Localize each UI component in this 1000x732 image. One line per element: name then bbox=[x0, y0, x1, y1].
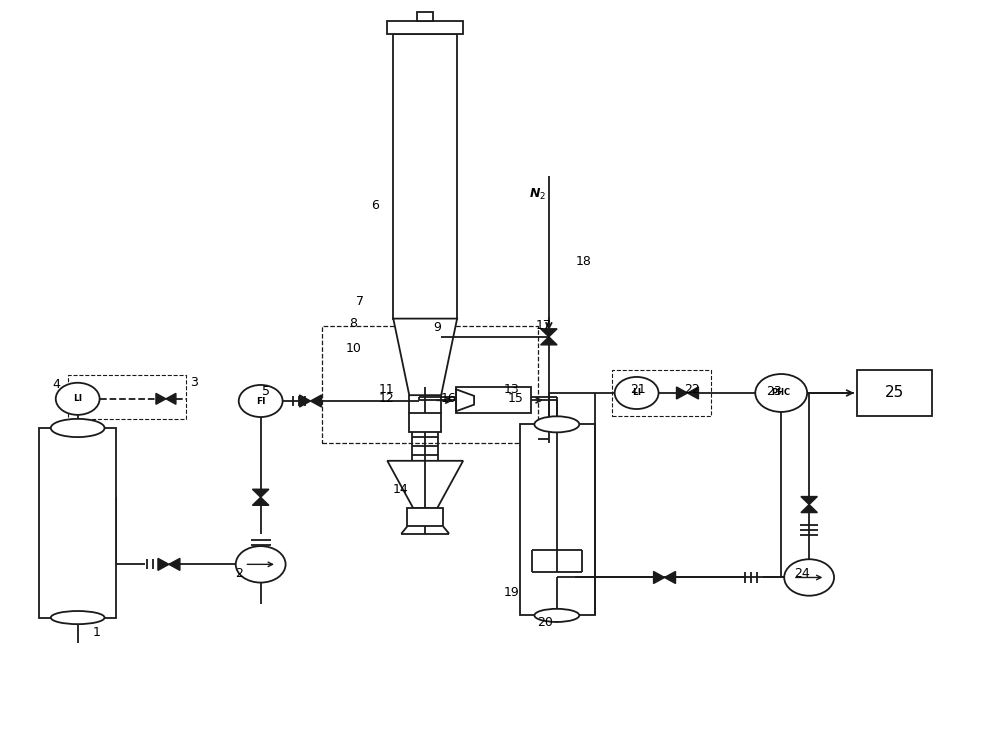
Ellipse shape bbox=[51, 611, 105, 624]
Polygon shape bbox=[300, 395, 311, 407]
Text: 21: 21 bbox=[630, 383, 645, 396]
Polygon shape bbox=[456, 389, 474, 411]
Text: 17: 17 bbox=[536, 319, 552, 332]
Circle shape bbox=[615, 377, 659, 409]
Polygon shape bbox=[801, 504, 817, 512]
Polygon shape bbox=[677, 387, 687, 399]
Polygon shape bbox=[387, 461, 463, 508]
Text: 18: 18 bbox=[576, 255, 592, 268]
Text: 7: 7 bbox=[356, 295, 364, 308]
Polygon shape bbox=[156, 393, 166, 404]
Text: FI: FI bbox=[256, 397, 265, 406]
Text: 20: 20 bbox=[537, 616, 553, 630]
Text: 19: 19 bbox=[504, 586, 520, 599]
Text: 15: 15 bbox=[508, 392, 524, 406]
Text: 12: 12 bbox=[378, 392, 394, 406]
Bar bbox=[387, 21, 463, 34]
Bar bbox=[417, 12, 433, 21]
Text: N$_2$: N$_2$ bbox=[529, 187, 546, 202]
Text: 11: 11 bbox=[378, 383, 394, 396]
Polygon shape bbox=[654, 572, 665, 583]
Polygon shape bbox=[158, 559, 169, 570]
Polygon shape bbox=[801, 496, 817, 504]
Text: 25: 25 bbox=[885, 386, 905, 400]
Circle shape bbox=[56, 383, 100, 415]
Bar bbox=[456, 387, 531, 414]
Ellipse shape bbox=[534, 417, 579, 433]
Bar bbox=[520, 425, 595, 616]
Text: 6: 6 bbox=[371, 199, 379, 212]
Text: 16: 16 bbox=[440, 392, 456, 406]
Text: 8: 8 bbox=[349, 317, 357, 330]
Text: 10: 10 bbox=[345, 342, 361, 355]
Text: LI: LI bbox=[73, 395, 82, 403]
Polygon shape bbox=[687, 387, 698, 399]
Circle shape bbox=[239, 385, 283, 417]
Polygon shape bbox=[252, 497, 269, 505]
Text: LI: LI bbox=[632, 389, 641, 397]
Polygon shape bbox=[665, 572, 676, 583]
Text: 13: 13 bbox=[504, 383, 520, 396]
Polygon shape bbox=[169, 559, 180, 570]
Text: 14: 14 bbox=[392, 483, 408, 496]
Text: 22: 22 bbox=[685, 383, 700, 396]
Polygon shape bbox=[541, 337, 557, 345]
Polygon shape bbox=[541, 329, 557, 337]
Text: 23: 23 bbox=[766, 385, 782, 398]
Bar bbox=[393, 34, 457, 318]
Text: 24: 24 bbox=[794, 567, 810, 580]
Polygon shape bbox=[393, 318, 457, 395]
Ellipse shape bbox=[51, 419, 105, 437]
Bar bbox=[409, 414, 441, 432]
Polygon shape bbox=[166, 393, 176, 404]
Text: 1: 1 bbox=[92, 626, 100, 638]
Polygon shape bbox=[311, 395, 321, 407]
Ellipse shape bbox=[534, 609, 579, 622]
Text: 4: 4 bbox=[52, 378, 60, 391]
Text: 3: 3 bbox=[190, 376, 198, 389]
Bar bbox=[857, 370, 932, 417]
Text: 2: 2 bbox=[235, 567, 243, 580]
Text: PHC: PHC bbox=[772, 389, 791, 397]
Text: 9: 9 bbox=[433, 321, 441, 334]
Text: 5: 5 bbox=[262, 385, 270, 398]
Circle shape bbox=[755, 374, 807, 412]
Circle shape bbox=[236, 546, 286, 583]
Bar bbox=[407, 508, 443, 526]
Circle shape bbox=[784, 559, 834, 596]
Polygon shape bbox=[252, 489, 269, 497]
Bar bbox=[39, 428, 116, 618]
